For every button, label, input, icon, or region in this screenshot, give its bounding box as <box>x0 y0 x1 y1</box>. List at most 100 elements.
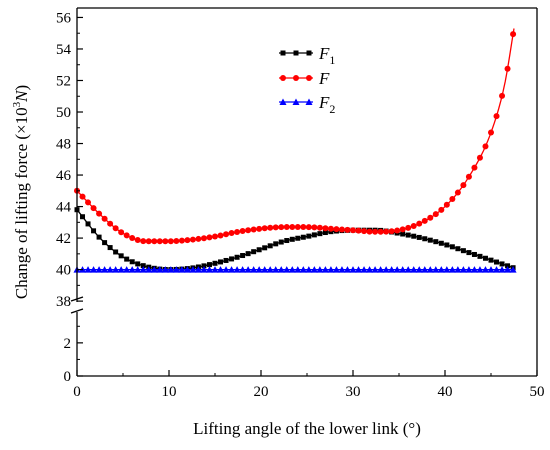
data-point <box>90 205 97 212</box>
data-point <box>460 182 467 189</box>
data-point <box>280 75 286 81</box>
data-point <box>411 233 417 239</box>
data-point <box>184 237 191 244</box>
data-point <box>476 266 484 273</box>
data-point <box>499 92 506 99</box>
legend-item: F2 <box>279 93 335 116</box>
data-point <box>448 266 456 273</box>
data-point <box>465 173 472 180</box>
data-point <box>510 31 517 38</box>
data-point <box>251 249 257 255</box>
data-point <box>316 224 323 231</box>
data-point <box>466 250 472 256</box>
data-point <box>471 164 478 171</box>
data-point <box>410 266 418 273</box>
series-F2 <box>73 266 517 273</box>
data-point <box>206 262 212 268</box>
data-point <box>476 154 483 161</box>
data-point <box>372 228 379 235</box>
y-tick-label: 40 <box>56 263 71 279</box>
data-point <box>477 253 483 259</box>
data-point <box>488 257 494 263</box>
data-point <box>272 224 279 231</box>
data-point <box>118 229 125 236</box>
data-point <box>493 266 501 273</box>
data-point <box>305 224 312 231</box>
data-point <box>101 215 108 222</box>
data-point <box>454 189 461 196</box>
data-point <box>327 225 334 232</box>
data-point <box>444 242 450 248</box>
data-point <box>426 266 434 273</box>
data-point <box>234 228 241 235</box>
data-point <box>311 224 318 231</box>
data-point <box>300 224 307 231</box>
data-point <box>95 266 103 273</box>
data-point <box>504 266 512 273</box>
series-line <box>76 28 515 242</box>
data-point <box>124 256 130 262</box>
data-point <box>223 231 230 238</box>
data-point <box>332 266 340 273</box>
data-point <box>256 225 263 232</box>
data-point <box>189 266 197 273</box>
data-point <box>494 259 500 265</box>
data-point <box>112 266 120 273</box>
data-point <box>211 266 219 273</box>
data-point <box>454 266 462 273</box>
data-point <box>206 234 213 241</box>
y-tick-label: 56 <box>56 10 72 26</box>
data-point <box>134 237 141 244</box>
data-point <box>433 239 439 245</box>
data-point <box>399 226 406 233</box>
data-point <box>366 266 374 273</box>
data-point <box>162 238 169 245</box>
legend-item: F <box>279 69 330 88</box>
data-point <box>438 240 444 246</box>
data-point <box>200 266 208 273</box>
data-point <box>240 253 246 259</box>
y-tick-label: 50 <box>56 105 71 121</box>
data-point <box>135 261 141 267</box>
data-point <box>140 238 147 245</box>
data-point <box>228 230 235 237</box>
data-point <box>499 261 505 267</box>
data-point <box>311 232 317 238</box>
data-point <box>167 238 174 245</box>
data-point <box>156 266 164 273</box>
data-point <box>129 259 135 265</box>
y-tick-label: 2 <box>64 336 72 352</box>
legend-label: F2 <box>318 93 335 116</box>
data-point <box>377 228 384 235</box>
legend: F1 F F2 <box>279 44 335 116</box>
data-point <box>360 266 368 273</box>
x-axis-title: Lifting angle of the lower link (°) <box>193 419 421 438</box>
data-point <box>432 211 439 218</box>
data-point <box>156 238 163 245</box>
data-point <box>256 247 262 253</box>
data-point <box>91 228 97 234</box>
data-point <box>145 238 152 245</box>
data-point <box>321 266 329 273</box>
data-point <box>217 266 225 273</box>
data-point <box>212 233 218 240</box>
data-point <box>234 254 240 260</box>
y-tick-label: 38 <box>56 294 71 310</box>
data-point <box>438 206 445 213</box>
data-point <box>383 228 390 235</box>
data-point <box>421 217 428 224</box>
data-point <box>267 243 273 249</box>
data-point <box>361 228 368 235</box>
data-point <box>449 196 456 203</box>
data-point <box>85 199 92 206</box>
data-point <box>416 220 423 227</box>
data-point <box>255 266 263 273</box>
data-point <box>262 245 268 251</box>
data-point <box>449 244 455 250</box>
data-point <box>349 266 357 273</box>
data-point <box>173 238 180 245</box>
y-tick-label: 46 <box>56 168 72 184</box>
data-point <box>322 225 329 232</box>
data-point <box>377 266 385 273</box>
